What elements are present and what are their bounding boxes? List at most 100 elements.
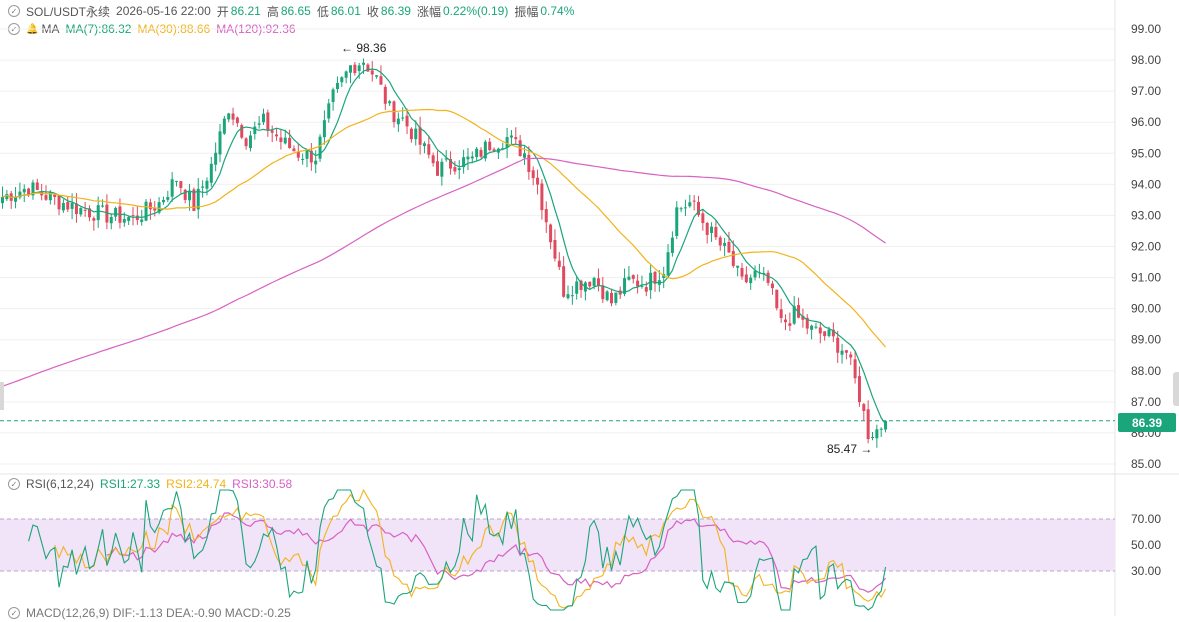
candle-body — [718, 237, 722, 246]
candle-body — [14, 196, 18, 202]
candle-body — [275, 134, 279, 137]
candle-body — [470, 156, 474, 159]
candle-body — [509, 135, 513, 138]
rsi-band — [0, 519, 1115, 571]
candle-body — [792, 306, 796, 324]
candle-body — [605, 291, 609, 301]
candle-body — [779, 309, 783, 319]
candle-body — [705, 222, 709, 235]
candle-body — [349, 65, 352, 73]
candle-body — [514, 137, 518, 140]
price-axis-label: 88.00 — [1131, 364, 1161, 378]
candle-body — [736, 265, 740, 268]
candle-body — [240, 125, 244, 138]
candle-body — [814, 326, 818, 328]
candle-body — [475, 148, 479, 158]
price-axis-label: 89.00 — [1131, 333, 1161, 347]
candle-body — [884, 420, 888, 430]
candle-body — [631, 275, 635, 279]
candle-body — [314, 160, 318, 165]
candle-body — [122, 219, 126, 223]
candle-body — [818, 327, 822, 334]
collapse-icon[interactable]: ✓ — [8, 5, 20, 17]
symbol-info-row: ✓ SOL/USDT永续 2026-05-16 22:00 开 86.21 高 … — [8, 2, 580, 20]
candle-body — [179, 181, 183, 188]
right-scroll-handle[interactable] — [1173, 372, 1179, 406]
rsi-axis-label: 50.00 — [1131, 538, 1161, 552]
candle-body — [710, 226, 714, 233]
candle-body — [379, 76, 383, 85]
price-axis-label: 93.00 — [1131, 208, 1161, 222]
candle-body — [209, 163, 213, 183]
candle-body — [827, 329, 831, 336]
candle-body — [170, 179, 174, 197]
candle-body — [692, 200, 696, 202]
candle-body — [653, 271, 657, 284]
candle-body — [322, 120, 326, 138]
candle-body — [422, 143, 426, 147]
candle-body — [405, 115, 409, 127]
rsi-collapse-icon[interactable]: ✓ — [8, 478, 20, 490]
rsi3-line — [106, 512, 887, 593]
candle-body — [431, 155, 435, 164]
candle-body — [714, 226, 718, 238]
candle-body — [566, 294, 570, 299]
candle-body — [579, 280, 583, 290]
high-label: 高 — [266, 4, 279, 19]
candle-body — [192, 189, 196, 211]
candle-body — [592, 277, 596, 286]
rsi-info-row: ✓ RSI(6,12,24) RSI1:27.33 RSI2:24.74 RSI… — [8, 475, 298, 493]
candle-body — [675, 207, 679, 236]
candle-body — [127, 217, 131, 221]
candle-body — [427, 144, 431, 155]
candle-body — [640, 285, 644, 287]
price-axis-label: 85.00 — [1131, 457, 1161, 471]
candle-body — [857, 376, 861, 403]
low-label: 低 — [316, 4, 329, 19]
macd-values: MACD(12,26,9) DIF:-1.13 DEA:-0.90 MACD:-… — [26, 606, 291, 620]
candle-body — [292, 148, 296, 152]
candle-body — [353, 64, 357, 74]
amplitude-label: 振幅 — [514, 4, 539, 19]
candle-body — [262, 113, 265, 123]
candle-body — [875, 429, 879, 439]
candle-body — [418, 127, 422, 145]
candle-body — [35, 182, 39, 190]
candle-body — [749, 277, 753, 284]
candle-body — [610, 292, 613, 304]
low-value: 86.01 — [330, 4, 361, 18]
candle-body — [161, 199, 165, 203]
candle-body — [88, 208, 91, 218]
candle-body — [175, 180, 178, 182]
candle-body — [727, 241, 731, 253]
candle-body — [183, 189, 187, 200]
candle-body — [488, 141, 492, 151]
candle-body — [810, 325, 814, 330]
candle-body — [871, 436, 874, 438]
candle-body — [244, 138, 248, 147]
candle-body — [457, 168, 461, 171]
candle-body — [544, 209, 548, 223]
candle-body — [257, 123, 261, 125]
price-axis-label: 92.00 — [1131, 240, 1161, 254]
candle-body — [296, 151, 300, 158]
candle-body — [753, 270, 757, 278]
candle-body — [788, 323, 792, 326]
candle-body — [666, 252, 670, 276]
rsi2-value: RSI2:24.74 — [166, 477, 227, 491]
macd-collapse-icon[interactable]: ✓ — [8, 607, 20, 619]
candle-body — [335, 82, 339, 90]
candle-body — [453, 167, 457, 172]
candle-body — [623, 278, 627, 294]
candle-body — [253, 126, 257, 135]
candle-body — [357, 65, 361, 71]
candle-body — [331, 89, 335, 103]
candle-body — [444, 158, 448, 160]
candle-body — [148, 202, 152, 210]
close-label: 收 — [366, 4, 379, 19]
candle-body — [153, 207, 157, 211]
left-scroll-handle[interactable] — [0, 382, 4, 410]
candle-body — [697, 202, 700, 215]
candle-body — [318, 136, 322, 159]
